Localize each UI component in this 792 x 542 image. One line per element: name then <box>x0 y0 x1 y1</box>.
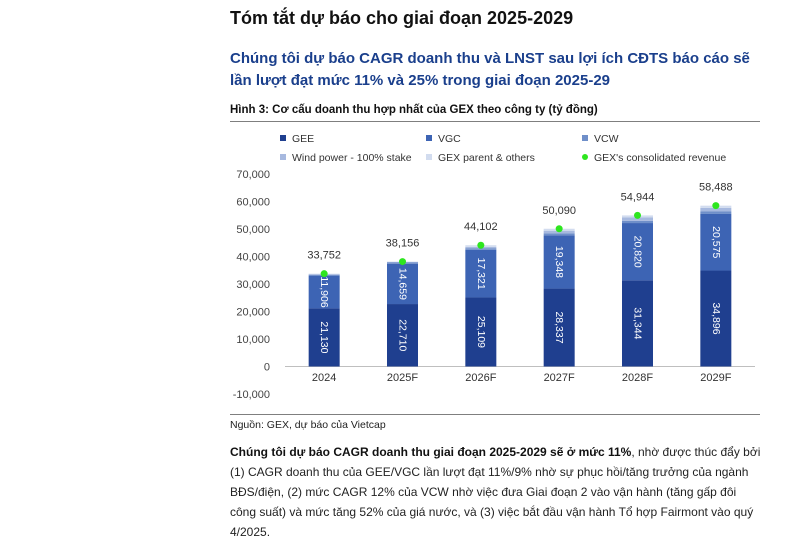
summary-subtitle: Chúng tôi dự báo CAGR doanh thu và LNST … <box>230 48 770 92</box>
data-label-gee: 21,130 <box>318 321 330 353</box>
legend-label-gex-parent-others: GEX parent & others <box>438 152 535 164</box>
legend-swatch-vcw <box>582 135 588 141</box>
legend-label-vgc: VGC <box>438 133 461 145</box>
total-revenue-label: 58,488 <box>699 182 733 194</box>
y-tick-label: 20,000 <box>236 307 270 319</box>
data-label-vgc: 20,575 <box>710 226 722 258</box>
revenue-structure-chart: GEE VGC VCW Wind power - 100% stake GEX pare… <box>230 124 760 414</box>
y-tick-label: -10,000 <box>233 389 270 401</box>
total-revenue-point <box>477 242 484 249</box>
data-label-vgc: 14,659 <box>397 268 409 300</box>
legend-label-gex-s-consolidated-revenue: GEX's consolidated revenue <box>594 152 726 164</box>
x-tick-label: 2024 <box>312 372 336 384</box>
paragraph-lead: Chúng tôi dự báo CAGR doanh thu giai đoạ… <box>230 445 631 459</box>
legend-swatch-gee <box>280 135 286 141</box>
legend-swatch-wind-power-100-stake <box>280 154 286 160</box>
data-label-vgc: 17,321 <box>475 258 487 290</box>
total-revenue-point <box>321 270 328 277</box>
source-divider <box>230 414 760 415</box>
legend-label-gee: GEE <box>292 133 314 145</box>
y-tick-label: 0 <box>264 362 270 374</box>
data-label-gee: 25,109 <box>475 316 487 348</box>
total-revenue-label: 38,156 <box>386 238 420 250</box>
legend-swatch-vgc <box>426 135 432 141</box>
total-revenue-label: 54,944 <box>621 191 655 203</box>
data-label-gee: 28,337 <box>553 311 565 343</box>
x-tick-label: 2026F <box>465 372 496 384</box>
data-label-gee: 31,344 <box>632 307 644 339</box>
x-tick-label: 2025F <box>387 372 418 384</box>
data-label-gee: 34,896 <box>710 302 722 334</box>
legend-label-vcw: VCW <box>594 133 619 145</box>
data-label-gee: 22,710 <box>397 319 409 351</box>
total-revenue-point <box>634 212 641 219</box>
paragraph-body: , nhờ được thúc đẩy bởi (1) CAGR doanh t… <box>230 445 760 539</box>
figure-caption: Hình 3: Cơ cấu doanh thu hợp nhất của GE… <box>230 104 598 116</box>
total-revenue-point <box>712 202 719 209</box>
bar-vcw-2028f <box>622 221 653 223</box>
total-revenue-point <box>399 258 406 265</box>
y-tick-label: 50,000 <box>236 224 270 236</box>
y-tick-label: 40,000 <box>236 252 270 264</box>
bar-vcw-2027f <box>544 233 575 235</box>
legend-marker-gex-s-consolidated-revenue <box>582 154 588 160</box>
forecast-paragraph: Chúng tôi dự báo CAGR doanh thu giai đoạ… <box>230 442 765 542</box>
page-title: Tóm tắt dự báo cho giai đoạn 2025-2029 <box>230 8 573 29</box>
bar-vcw-2029f <box>700 211 731 213</box>
chart-source: Nguồn: GEX, dự báo của Vietcap <box>230 419 386 431</box>
caption-divider <box>230 121 760 122</box>
x-tick-label: 2027F <box>544 372 575 384</box>
y-tick-label: 30,000 <box>236 279 270 291</box>
data-label-vgc: 20,820 <box>632 236 644 268</box>
total-revenue-label: 50,090 <box>542 205 576 217</box>
x-tick-label: 2028F <box>622 372 653 384</box>
legend-label-wind-power-100-stake: Wind power - 100% stake <box>292 152 412 164</box>
x-tick-label: 2029F <box>700 372 731 384</box>
y-tick-label: 60,000 <box>236 197 270 209</box>
y-tick-label: 10,000 <box>236 334 270 346</box>
legend-swatch-gex-parent-others <box>426 154 432 160</box>
y-tick-label: 70,000 <box>236 169 270 181</box>
total-revenue-label: 44,102 <box>464 221 498 233</box>
total-revenue-label: 33,752 <box>307 250 341 262</box>
total-revenue-point <box>556 225 563 232</box>
data-label-vgc: 19,348 <box>553 246 565 278</box>
data-label-vgc: 11,906 <box>318 276 330 307</box>
